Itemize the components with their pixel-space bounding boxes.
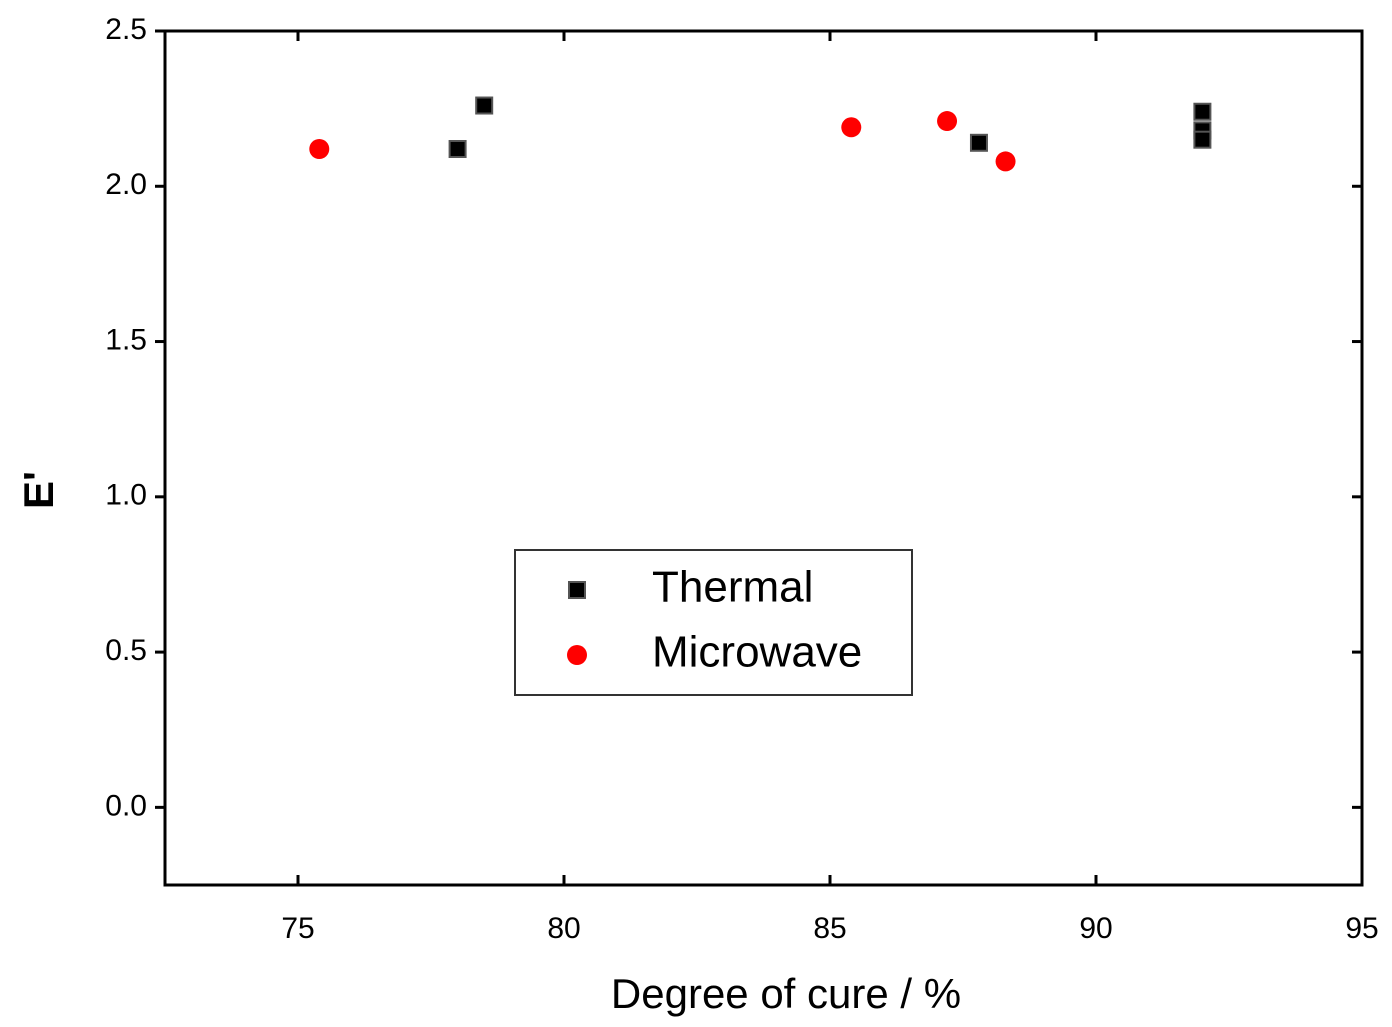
x-axis-title: Degree of cure / % <box>611 970 961 1017</box>
point <box>995 151 1016 172</box>
x-tick-label: 80 <box>547 912 580 945</box>
y-tick-label: 1.5 <box>105 323 147 356</box>
point <box>1193 102 1212 121</box>
plot-frame <box>163 29 1364 887</box>
legend-box <box>514 549 913 696</box>
legend-marker <box>568 581 586 599</box>
x-tick-label: 85 <box>813 912 846 945</box>
y-tick-label: 2.5 <box>105 13 147 46</box>
y-tick-label: 0.5 <box>105 634 147 667</box>
y-tick-label: 1.0 <box>105 479 147 512</box>
legend-label: Thermal <box>652 563 813 612</box>
y-tick-label: 0.0 <box>105 789 147 822</box>
point <box>309 139 330 160</box>
legend-label: Microwave <box>652 628 862 677</box>
point <box>475 96 494 115</box>
y-tick-label: 2.0 <box>105 168 147 201</box>
point <box>841 117 862 138</box>
point <box>969 133 988 152</box>
point <box>1193 130 1212 149</box>
point <box>448 140 467 159</box>
point <box>937 111 958 132</box>
x-tick-label: 90 <box>1079 912 1112 945</box>
x-tick-label: 75 <box>281 912 314 945</box>
legend-marker <box>567 645 587 665</box>
y-axis-title: E' <box>15 471 62 509</box>
x-tick-label: 95 <box>1345 912 1378 945</box>
